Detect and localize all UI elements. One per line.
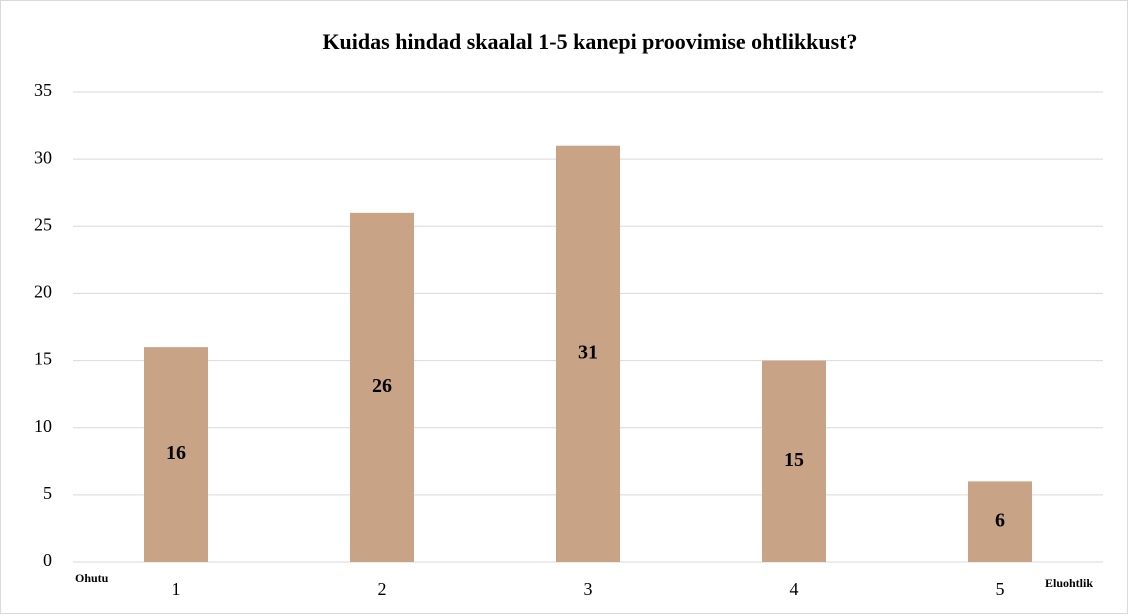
data-label: 31 — [578, 341, 598, 363]
bar — [144, 347, 208, 562]
data-label: 15 — [784, 449, 804, 471]
bar — [350, 212, 414, 562]
x-tick-label: 2 — [378, 579, 387, 599]
x-tick-label: 4 — [790, 579, 799, 599]
annotation: Ohutu — [75, 571, 109, 585]
y-tick-label: 5 — [43, 483, 52, 503]
y-tick-label: 30 — [34, 147, 52, 167]
y-tick-label: 15 — [34, 349, 52, 369]
annotation: Eluohtlik — [1045, 576, 1093, 590]
data-label: 6 — [995, 509, 1005, 531]
x-tick-label: 1 — [172, 579, 181, 599]
y-tick-label: 25 — [34, 214, 52, 234]
y-tick-label: 0 — [43, 550, 52, 570]
y-tick-label: 20 — [34, 282, 52, 302]
bar — [762, 360, 826, 562]
y-tick-label: 10 — [34, 416, 52, 436]
x-tick-label: 3 — [584, 579, 593, 599]
chart-title: Kuidas hindad skaalal 1-5 kanepi proovim… — [322, 29, 857, 54]
data-label: 16 — [166, 442, 186, 464]
y-tick-label: 35 — [34, 80, 52, 100]
data-label: 26 — [372, 375, 392, 397]
x-tick-label: 5 — [996, 579, 1005, 599]
bar — [968, 481, 1032, 562]
bar — [556, 145, 620, 562]
